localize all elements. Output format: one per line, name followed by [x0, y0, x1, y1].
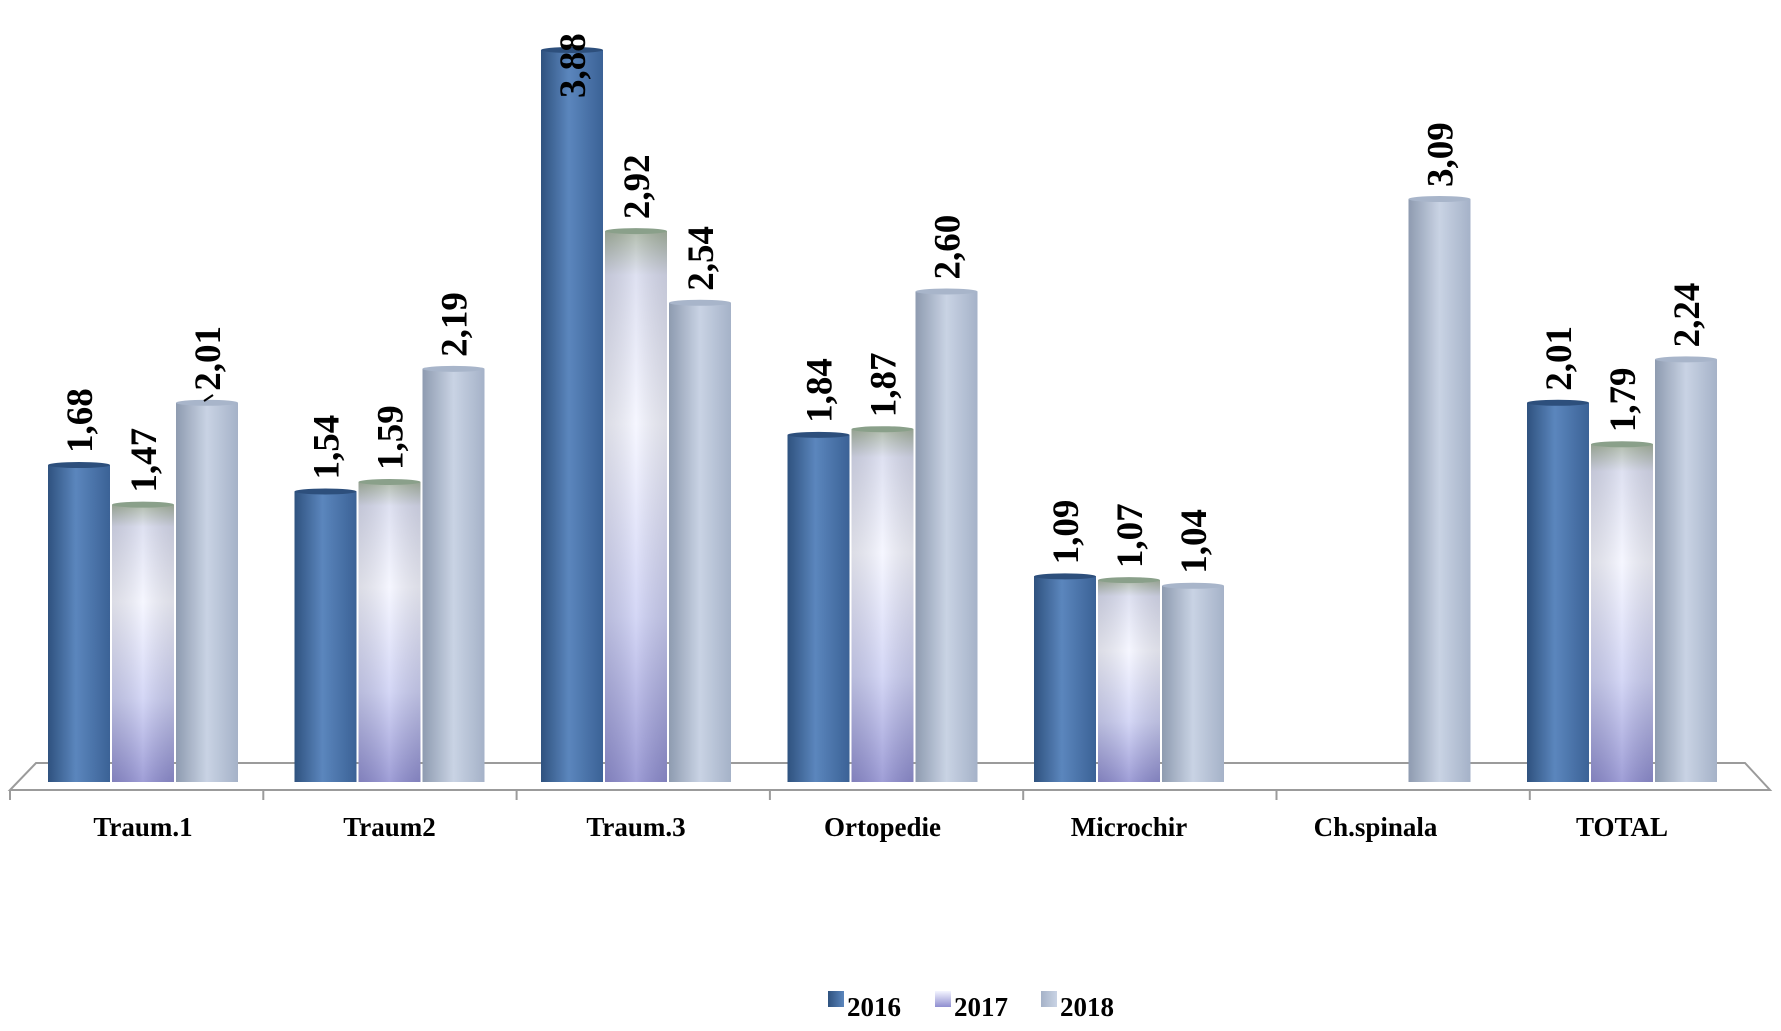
bar-2016-Traum.3	[541, 47, 603, 782]
bar-2017-Traum2	[358, 479, 421, 782]
bar-top	[851, 426, 914, 433]
bar-2018-Microchir	[1162, 582, 1224, 782]
bar-2017-Ortopedie	[851, 426, 914, 782]
value-label: 1,84	[800, 358, 841, 423]
bar-top	[1098, 577, 1160, 584]
legend-swatch	[935, 991, 951, 1007]
value-label: 1,79	[1603, 368, 1644, 433]
bar-shade	[851, 429, 914, 782]
value-labels-layer: 1,68 1,47 2,01 1,54 1,59 2,19 3,88 2,92 2,54 1,84…	[60, 33, 1708, 574]
legend-label: 2017	[954, 992, 1008, 1022]
bar-shade	[605, 231, 667, 782]
bar-body	[1162, 585, 1224, 782]
value-label: 1,54	[307, 415, 348, 480]
legend-item-2016: 2016	[828, 991, 901, 1022]
bar-shade	[1098, 580, 1160, 782]
bar-2018-Ch.spinala	[1408, 196, 1471, 782]
bar-top	[1034, 573, 1096, 580]
bar-top	[605, 228, 667, 235]
value-label: 1,47	[124, 428, 165, 493]
legend-item-2017: 2017	[935, 991, 1008, 1022]
bar-top	[48, 462, 110, 469]
bar-body	[176, 402, 238, 782]
value-label: 2,92	[617, 154, 658, 219]
bar-body	[294, 491, 357, 782]
bar-body	[1527, 402, 1589, 782]
category-label: Traum2	[343, 812, 436, 842]
value-label: 1,68	[60, 388, 101, 453]
bar-2018-TOTAL	[1655, 356, 1717, 782]
bar-body	[422, 368, 485, 782]
bar-body	[541, 50, 603, 782]
bar-2016-Microchir	[1034, 573, 1096, 782]
bar-body	[1408, 199, 1471, 782]
bar-body	[48, 465, 110, 782]
bar-shade	[358, 482, 421, 782]
value-label: 2,19	[435, 292, 476, 357]
bar-top	[294, 488, 357, 495]
value-label: 2,01	[1539, 326, 1580, 391]
bar-body	[915, 291, 978, 782]
legend-label: 2016	[847, 992, 901, 1022]
bar-top	[1655, 356, 1717, 363]
value-label: 1,59	[371, 405, 412, 470]
bar-2018-Traum.3	[669, 299, 731, 782]
category-label: Traum.3	[586, 812, 685, 842]
bar-body	[787, 434, 850, 782]
bar-top	[1591, 441, 1653, 448]
bar-top	[358, 479, 421, 486]
bar-top	[422, 365, 485, 372]
bar-2017-TOTAL	[1591, 441, 1653, 782]
bar-shade	[1591, 444, 1653, 782]
x-axis-ticks	[9, 790, 1531, 800]
bar-top	[1162, 582, 1224, 589]
value-label: 2,01	[188, 326, 229, 391]
category-label: Ortopedie	[824, 812, 941, 842]
bar-2016-Traum2	[294, 488, 357, 782]
bar-body	[1655, 359, 1717, 782]
bar-2016-Traum.1	[48, 462, 110, 782]
value-label: 3,88	[553, 33, 594, 98]
category-label: Ch.spinala	[1314, 812, 1438, 842]
bar-2016-TOTAL	[1527, 399, 1589, 782]
bar-top	[915, 288, 978, 295]
value-label: 1,07	[1110, 503, 1151, 568]
bar-2017-Traum.1	[112, 501, 174, 782]
bar-2016-Ortopedie	[787, 431, 850, 782]
legend: 2016 2017 2018	[828, 991, 1114, 1022]
bar-shade	[112, 504, 174, 782]
value-label: 2,60	[928, 215, 969, 280]
bars-layer	[48, 47, 1717, 782]
leader-line	[203, 394, 214, 402]
bar-2018-Traum.1	[176, 399, 238, 782]
value-label: 1,87	[864, 352, 905, 417]
value-label: 2,24	[1667, 283, 1708, 348]
legend-label: 2018	[1060, 992, 1114, 1022]
legend-swatch	[828, 991, 844, 1007]
bar-top	[112, 501, 174, 508]
value-label: 2,54	[681, 226, 722, 291]
category-labels-layer: Traum.1 Traum2 Traum.3 Ortopedie Microchir Ch…	[93, 812, 1668, 842]
value-label: 3,09	[1421, 122, 1462, 187]
bar-top	[541, 47, 603, 53]
bar-top	[669, 299, 731, 306]
bar-2017-Microchir	[1098, 577, 1160, 782]
bar-top	[787, 431, 850, 438]
bar-top	[176, 399, 238, 406]
legend-item-2018: 2018	[1041, 991, 1114, 1022]
bar-2017-Traum.3	[605, 228, 667, 782]
bar-body	[669, 302, 731, 782]
value-label: 1,04	[1174, 509, 1215, 574]
value-label: 1,09	[1046, 500, 1087, 565]
category-label: Microchir	[1071, 812, 1187, 842]
bar-top	[1408, 196, 1471, 203]
bar-top	[1527, 399, 1589, 406]
bar-2018-Traum2	[422, 365, 485, 782]
legend-swatch	[1041, 991, 1057, 1007]
category-label: TOTAL	[1576, 812, 1668, 842]
category-label: Traum.1	[93, 812, 192, 842]
bar-body	[1034, 576, 1096, 782]
bar-2018-Ortopedie	[915, 288, 978, 782]
